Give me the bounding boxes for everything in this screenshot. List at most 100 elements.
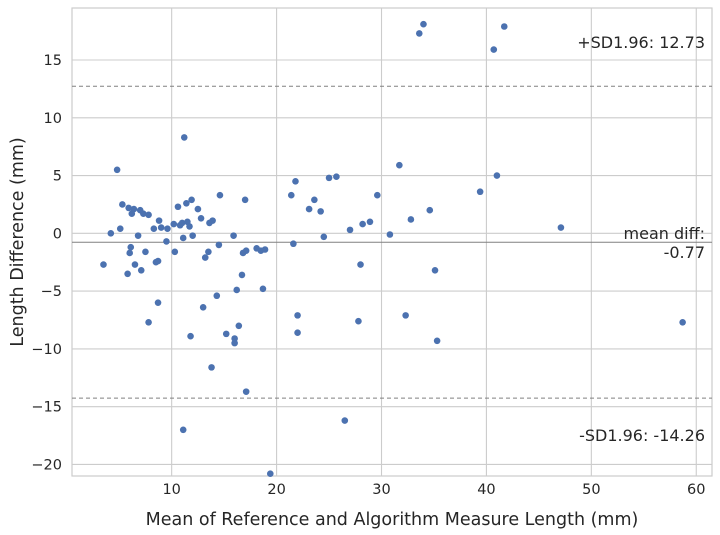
data-point bbox=[164, 225, 171, 233]
data-point bbox=[290, 240, 297, 248]
data-points bbox=[100, 20, 686, 477]
data-point bbox=[493, 172, 501, 179]
data-point bbox=[116, 225, 124, 233]
data-point bbox=[131, 261, 139, 268]
data-point bbox=[415, 30, 423, 37]
data-point bbox=[183, 199, 190, 207]
data-point bbox=[242, 247, 250, 254]
data-point bbox=[386, 231, 394, 238]
data-point bbox=[150, 225, 158, 233]
data-point bbox=[557, 224, 565, 231]
data-point bbox=[163, 238, 170, 245]
data-point bbox=[407, 216, 415, 223]
data-point bbox=[145, 319, 152, 326]
data-point bbox=[188, 196, 195, 204]
upper-limit-label: +SD1.96: 12.73 bbox=[577, 33, 705, 52]
data-point bbox=[241, 196, 249, 204]
data-point bbox=[113, 166, 121, 174]
data-point bbox=[355, 317, 362, 325]
x-tick-label: 30 bbox=[372, 482, 390, 498]
x-tick-label: 10 bbox=[162, 482, 180, 498]
data-point bbox=[490, 46, 498, 53]
data-point bbox=[294, 312, 301, 319]
data-point bbox=[142, 248, 149, 256]
data-point bbox=[127, 243, 135, 251]
data-point bbox=[130, 205, 138, 213]
data-point bbox=[341, 417, 349, 424]
data-point bbox=[320, 233, 328, 241]
data-point bbox=[238, 271, 246, 279]
data-point bbox=[197, 215, 205, 222]
data-point bbox=[317, 208, 324, 215]
data-point bbox=[333, 173, 340, 181]
data-point bbox=[155, 217, 163, 224]
data-point bbox=[174, 203, 182, 211]
y-tick-label: 5 bbox=[53, 169, 62, 185]
data-point bbox=[119, 201, 126, 208]
data-point bbox=[215, 241, 223, 249]
y-tick-labels: −20 −15 −10 −5 0 5 10 15 bbox=[31, 53, 62, 473]
data-point bbox=[201, 254, 209, 261]
x-tick-label: 60 bbox=[687, 482, 705, 498]
data-point bbox=[178, 219, 186, 227]
data-point bbox=[107, 230, 115, 237]
data-point bbox=[230, 232, 237, 239]
data-point bbox=[433, 337, 441, 345]
data-point bbox=[242, 388, 250, 395]
data-point bbox=[187, 332, 194, 340]
data-point bbox=[402, 312, 409, 319]
data-point bbox=[346, 226, 354, 234]
data-point bbox=[137, 267, 145, 274]
data-point bbox=[126, 249, 134, 257]
data-point bbox=[231, 339, 238, 347]
data-point bbox=[205, 248, 212, 256]
x-tick-label: 20 bbox=[267, 482, 285, 498]
mean-diff-value: -0.77 bbox=[664, 243, 705, 262]
data-point bbox=[189, 232, 196, 239]
y-tick-label: 10 bbox=[44, 111, 62, 127]
data-point bbox=[179, 426, 187, 434]
mean-diff-label: mean diff: bbox=[624, 224, 705, 243]
data-point bbox=[179, 234, 187, 242]
data-point bbox=[325, 174, 333, 182]
data-point bbox=[125, 204, 132, 212]
data-point bbox=[199, 303, 207, 311]
data-point bbox=[170, 220, 178, 228]
data-point bbox=[426, 206, 434, 214]
data-point bbox=[154, 299, 162, 306]
data-point bbox=[476, 188, 484, 196]
x-tick-label: 40 bbox=[477, 482, 495, 498]
data-point bbox=[186, 223, 193, 230]
data-point bbox=[294, 329, 301, 337]
data-point bbox=[359, 220, 366, 228]
data-point bbox=[208, 364, 215, 371]
data-point bbox=[357, 261, 364, 268]
data-point bbox=[233, 286, 241, 294]
y-tick-label: 0 bbox=[53, 226, 62, 242]
data-point bbox=[259, 285, 267, 293]
x-tick-labels: 10 20 30 40 50 60 bbox=[162, 482, 705, 498]
data-point bbox=[374, 191, 381, 199]
data-point bbox=[171, 248, 179, 256]
data-point bbox=[145, 211, 152, 219]
data-point bbox=[420, 20, 427, 28]
data-point bbox=[287, 191, 295, 199]
data-point bbox=[231, 335, 238, 342]
y-axis-label: Length Difference (mm) bbox=[8, 137, 28, 346]
data-point bbox=[431, 267, 439, 274]
data-point bbox=[261, 246, 269, 253]
y-tick-label: 15 bbox=[44, 53, 62, 69]
data-point bbox=[305, 205, 313, 213]
data-point bbox=[366, 218, 374, 226]
x-axis-label: Mean of Reference and Algorithm Measure … bbox=[146, 510, 639, 530]
data-point bbox=[140, 210, 147, 217]
data-point bbox=[194, 205, 202, 213]
data-point bbox=[134, 232, 142, 239]
data-point bbox=[311, 196, 318, 204]
data-point bbox=[679, 319, 686, 326]
data-point bbox=[396, 161, 403, 169]
y-tick-label: −5 bbox=[41, 284, 62, 300]
y-tick-label: −20 bbox=[31, 457, 62, 473]
data-point bbox=[235, 322, 243, 330]
data-point bbox=[292, 178, 299, 185]
